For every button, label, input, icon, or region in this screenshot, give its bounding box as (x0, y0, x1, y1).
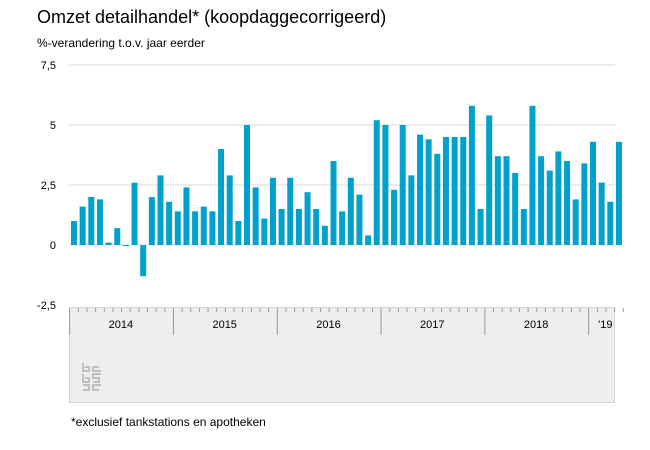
bar (581, 163, 588, 245)
bar (408, 175, 415, 245)
bar (615, 141, 622, 245)
bar (269, 177, 276, 245)
bar (88, 197, 95, 245)
bar (503, 156, 510, 245)
bar (157, 175, 164, 245)
bar (304, 192, 311, 245)
year-label: 2015 (212, 319, 236, 331)
bar (382, 125, 389, 245)
bar (486, 115, 493, 246)
year-label: 2018 (524, 319, 548, 331)
bar (546, 170, 553, 245)
bar (365, 235, 372, 245)
bar (373, 120, 380, 245)
bar (295, 209, 302, 245)
chart-title: Omzet detailhandel* (koopdaggecorrigeerd… (37, 7, 387, 27)
bar (494, 156, 501, 245)
bar (105, 242, 112, 245)
bar (140, 245, 147, 277)
bar (339, 211, 346, 245)
bar (477, 209, 484, 245)
bar (244, 125, 250, 245)
x-axis-years: 2014 2015 2016 2017 2018 '19 (69, 308, 624, 335)
cbs-logo-icon (81, 362, 103, 397)
bar (425, 139, 432, 245)
bar (261, 218, 268, 245)
bar (183, 187, 190, 245)
bar (590, 141, 596, 245)
bar (278, 209, 285, 245)
bar (607, 201, 614, 245)
year-label: 2014 (109, 319, 133, 331)
bar (114, 228, 121, 245)
footnote: *exclusief tankstations en apotheken (71, 415, 266, 429)
bar (399, 125, 406, 245)
bar (330, 161, 337, 245)
bar (442, 137, 449, 245)
bar (555, 151, 562, 245)
bar (520, 209, 527, 245)
bar (122, 245, 129, 246)
year-label: 2017 (420, 319, 444, 331)
bar (131, 182, 138, 245)
bar (347, 177, 354, 245)
bar (598, 182, 605, 245)
bar (434, 153, 441, 245)
y-tick-label: 5 (50, 120, 56, 132)
chart-subtitle: %-verandering t.o.v. jaar eerder (37, 36, 205, 50)
bar (71, 221, 77, 245)
year-label: 2016 (316, 319, 340, 331)
bar (468, 105, 475, 245)
bar (451, 137, 458, 245)
y-axis-ticks: 7,5 5 2,5 0 -2,5 (37, 60, 56, 312)
bar (529, 105, 536, 245)
bar (148, 197, 155, 245)
y-tick-label: 0 (50, 240, 56, 252)
bar (252, 187, 259, 245)
bar (512, 173, 519, 245)
bar (356, 194, 363, 245)
bar (200, 206, 207, 245)
bar (321, 225, 328, 245)
bar (564, 161, 571, 245)
bar (96, 199, 103, 245)
x-axis-band (69, 307, 615, 403)
bar (391, 189, 398, 245)
bar (235, 221, 242, 245)
bar (192, 211, 199, 245)
bar (174, 211, 181, 245)
bars (71, 105, 622, 277)
y-tick-label: 2,5 (41, 180, 56, 192)
bar (166, 201, 173, 245)
y-tick-label: -2,5 (37, 300, 56, 312)
bar (209, 211, 216, 245)
y-tick-label: 7,5 (41, 60, 56, 72)
bar (313, 209, 320, 245)
bar (287, 177, 294, 245)
year-label: '19 (598, 319, 612, 331)
bar (460, 137, 467, 245)
bar (79, 206, 86, 245)
bar (572, 199, 579, 245)
bar (538, 156, 545, 245)
bar (226, 175, 233, 245)
bar (218, 149, 225, 245)
bar (417, 134, 423, 245)
